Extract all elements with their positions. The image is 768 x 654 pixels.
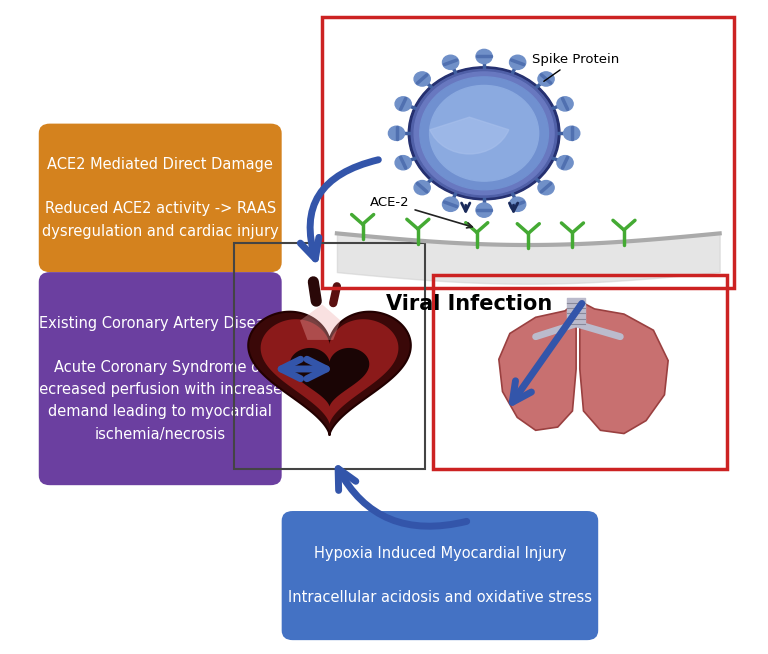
- Bar: [233, 243, 425, 469]
- Text: Hypoxia Induced Myocardial Injury

Intracellular acidosis and oxidative stress: Hypoxia Induced Myocardial Injury Intrac…: [288, 546, 592, 606]
- Polygon shape: [300, 304, 340, 340]
- Circle shape: [476, 49, 492, 63]
- Polygon shape: [290, 348, 369, 407]
- Circle shape: [538, 181, 554, 195]
- Circle shape: [420, 77, 548, 190]
- FancyBboxPatch shape: [38, 272, 282, 485]
- Text: Spike Protein: Spike Protein: [532, 52, 619, 81]
- Circle shape: [411, 69, 557, 198]
- Circle shape: [509, 198, 526, 211]
- Circle shape: [538, 72, 554, 86]
- Text: ACE-2: ACE-2: [370, 196, 472, 228]
- Text: Viral Infection: Viral Infection: [386, 294, 552, 315]
- FancyBboxPatch shape: [38, 124, 282, 272]
- Circle shape: [414, 72, 554, 195]
- Circle shape: [414, 72, 430, 86]
- Circle shape: [395, 97, 412, 111]
- Polygon shape: [580, 301, 668, 434]
- Circle shape: [414, 181, 430, 195]
- Polygon shape: [260, 319, 399, 424]
- Polygon shape: [248, 312, 411, 435]
- Circle shape: [409, 67, 560, 200]
- Bar: [322, 17, 734, 288]
- Circle shape: [557, 97, 573, 111]
- Text: Existing Coronary Artery Disease

Acute Coronary Syndrome or
decreased perfusion: Existing Coronary Artery Disease Acute C…: [29, 316, 291, 441]
- Bar: [432, 275, 727, 469]
- Text: ACE2 Mediated Direct Damage

Reduced ACE2 activity -> RAAS
dysregulation and car: ACE2 Mediated Direct Damage Reduced ACE2…: [41, 157, 279, 239]
- Circle shape: [389, 126, 405, 141]
- Circle shape: [476, 203, 492, 217]
- Circle shape: [395, 156, 412, 170]
- Circle shape: [429, 86, 538, 181]
- Circle shape: [442, 55, 458, 69]
- Wedge shape: [430, 117, 509, 154]
- Circle shape: [442, 198, 458, 211]
- FancyBboxPatch shape: [282, 511, 598, 640]
- Circle shape: [509, 55, 526, 69]
- Circle shape: [564, 126, 580, 141]
- Polygon shape: [499, 301, 576, 430]
- Circle shape: [557, 156, 573, 170]
